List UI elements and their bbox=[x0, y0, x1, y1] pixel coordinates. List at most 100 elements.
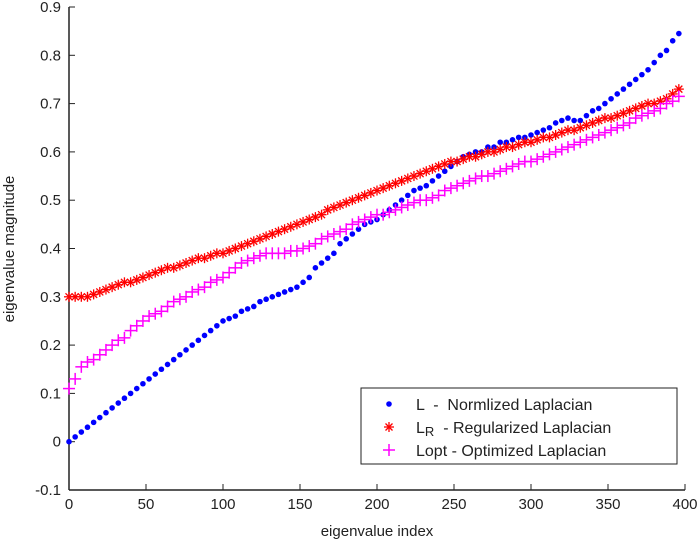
dot-marker bbox=[146, 376, 152, 382]
asterisk-stroke bbox=[194, 254, 203, 263]
dot-marker bbox=[115, 400, 122, 406]
dot-marker bbox=[214, 322, 220, 329]
data-point bbox=[543, 148, 556, 161]
legend-label-main: L bbox=[416, 420, 425, 437]
data-point bbox=[595, 105, 602, 112]
data-point bbox=[592, 128, 605, 141]
data-point bbox=[198, 281, 211, 294]
dot-marker bbox=[183, 347, 189, 353]
data-point bbox=[469, 172, 482, 185]
data-point bbox=[158, 366, 165, 373]
data-point bbox=[617, 119, 630, 132]
x-tick-label: 150 bbox=[287, 496, 312, 513]
data-point bbox=[377, 208, 390, 221]
data-point bbox=[648, 104, 661, 117]
dot-marker bbox=[220, 318, 226, 324]
data-point bbox=[173, 293, 186, 306]
dot-marker bbox=[170, 356, 177, 363]
data-point bbox=[660, 97, 673, 110]
data-point bbox=[220, 318, 226, 324]
asterisk-stroke bbox=[564, 126, 572, 135]
dot-marker bbox=[429, 178, 436, 184]
dot-marker bbox=[232, 313, 239, 319]
data-point bbox=[559, 117, 565, 124]
dot-marker bbox=[497, 139, 504, 146]
data-point bbox=[651, 59, 657, 66]
data-point bbox=[78, 429, 85, 435]
dot-marker bbox=[620, 86, 627, 92]
asterisk-stroke bbox=[644, 99, 652, 108]
dot-marker bbox=[103, 409, 109, 416]
data-point bbox=[515, 134, 522, 141]
dot-marker bbox=[559, 117, 565, 124]
data-point bbox=[136, 314, 149, 327]
data-point bbox=[241, 254, 254, 267]
dot-marker bbox=[312, 265, 319, 271]
data-point bbox=[297, 242, 310, 255]
dot-marker bbox=[226, 315, 232, 322]
y-tick-label: -0.1 bbox=[35, 482, 61, 499]
dot-marker bbox=[195, 337, 202, 344]
series-3 bbox=[63, 90, 685, 395]
data-point bbox=[93, 348, 106, 361]
data-point bbox=[537, 150, 550, 163]
data-point bbox=[654, 102, 667, 115]
dot-marker bbox=[657, 52, 664, 59]
data-point bbox=[321, 230, 334, 243]
data-point bbox=[672, 90, 685, 103]
dot-marker bbox=[614, 91, 621, 97]
dot-marker bbox=[639, 71, 645, 78]
data-point bbox=[177, 351, 183, 358]
data-point bbox=[281, 289, 288, 295]
data-point bbox=[561, 141, 574, 154]
x-tick-label: 0 bbox=[65, 496, 73, 513]
data-point bbox=[457, 177, 470, 190]
dot-marker bbox=[275, 291, 282, 298]
data-point bbox=[540, 127, 547, 133]
data-point bbox=[229, 261, 242, 274]
y-tick-label: 0.5 bbox=[40, 192, 61, 209]
asterisk-stroke bbox=[71, 292, 80, 301]
asterisk-stroke bbox=[674, 85, 683, 94]
dot-marker bbox=[251, 303, 257, 310]
data-point bbox=[509, 137, 516, 143]
asterisk-stroke bbox=[520, 138, 529, 147]
x-tick-label: 50 bbox=[138, 496, 155, 513]
data-point bbox=[441, 168, 448, 175]
data-point bbox=[574, 136, 587, 149]
dot-marker bbox=[337, 240, 343, 247]
data-point bbox=[629, 112, 642, 125]
legend-label: Lopt - Optimized Laplacian bbox=[416, 443, 606, 460]
data-point bbox=[186, 285, 199, 298]
data-point bbox=[193, 253, 204, 264]
data-point bbox=[549, 145, 562, 158]
data-point bbox=[343, 236, 350, 242]
y-tick-label: 0.4 bbox=[40, 241, 61, 258]
data-point bbox=[383, 206, 396, 219]
dot-marker bbox=[331, 250, 337, 257]
x-tick-label: 350 bbox=[595, 496, 620, 513]
legend-item: Lopt - Optimized Laplacian bbox=[383, 443, 606, 460]
dot-marker bbox=[121, 395, 128, 402]
dot-marker bbox=[645, 66, 651, 73]
data-point bbox=[645, 66, 651, 73]
data-point bbox=[232, 313, 239, 319]
y-tick-label: 0.7 bbox=[40, 96, 61, 113]
data-point bbox=[99, 343, 112, 356]
dot-marker bbox=[417, 185, 423, 191]
data-point bbox=[438, 184, 451, 197]
data-point bbox=[500, 162, 513, 175]
data-point bbox=[121, 395, 128, 402]
dot-marker bbox=[281, 289, 288, 295]
dot-marker bbox=[152, 371, 159, 377]
dot-marker bbox=[669, 38, 676, 44]
data-point bbox=[580, 133, 593, 146]
data-point bbox=[162, 262, 173, 273]
data-point bbox=[586, 131, 599, 144]
dot-marker bbox=[589, 108, 596, 114]
legend-label-main: L bbox=[416, 397, 425, 414]
dot-marker bbox=[595, 105, 602, 112]
data-point bbox=[568, 138, 581, 151]
dot-marker bbox=[626, 81, 633, 88]
